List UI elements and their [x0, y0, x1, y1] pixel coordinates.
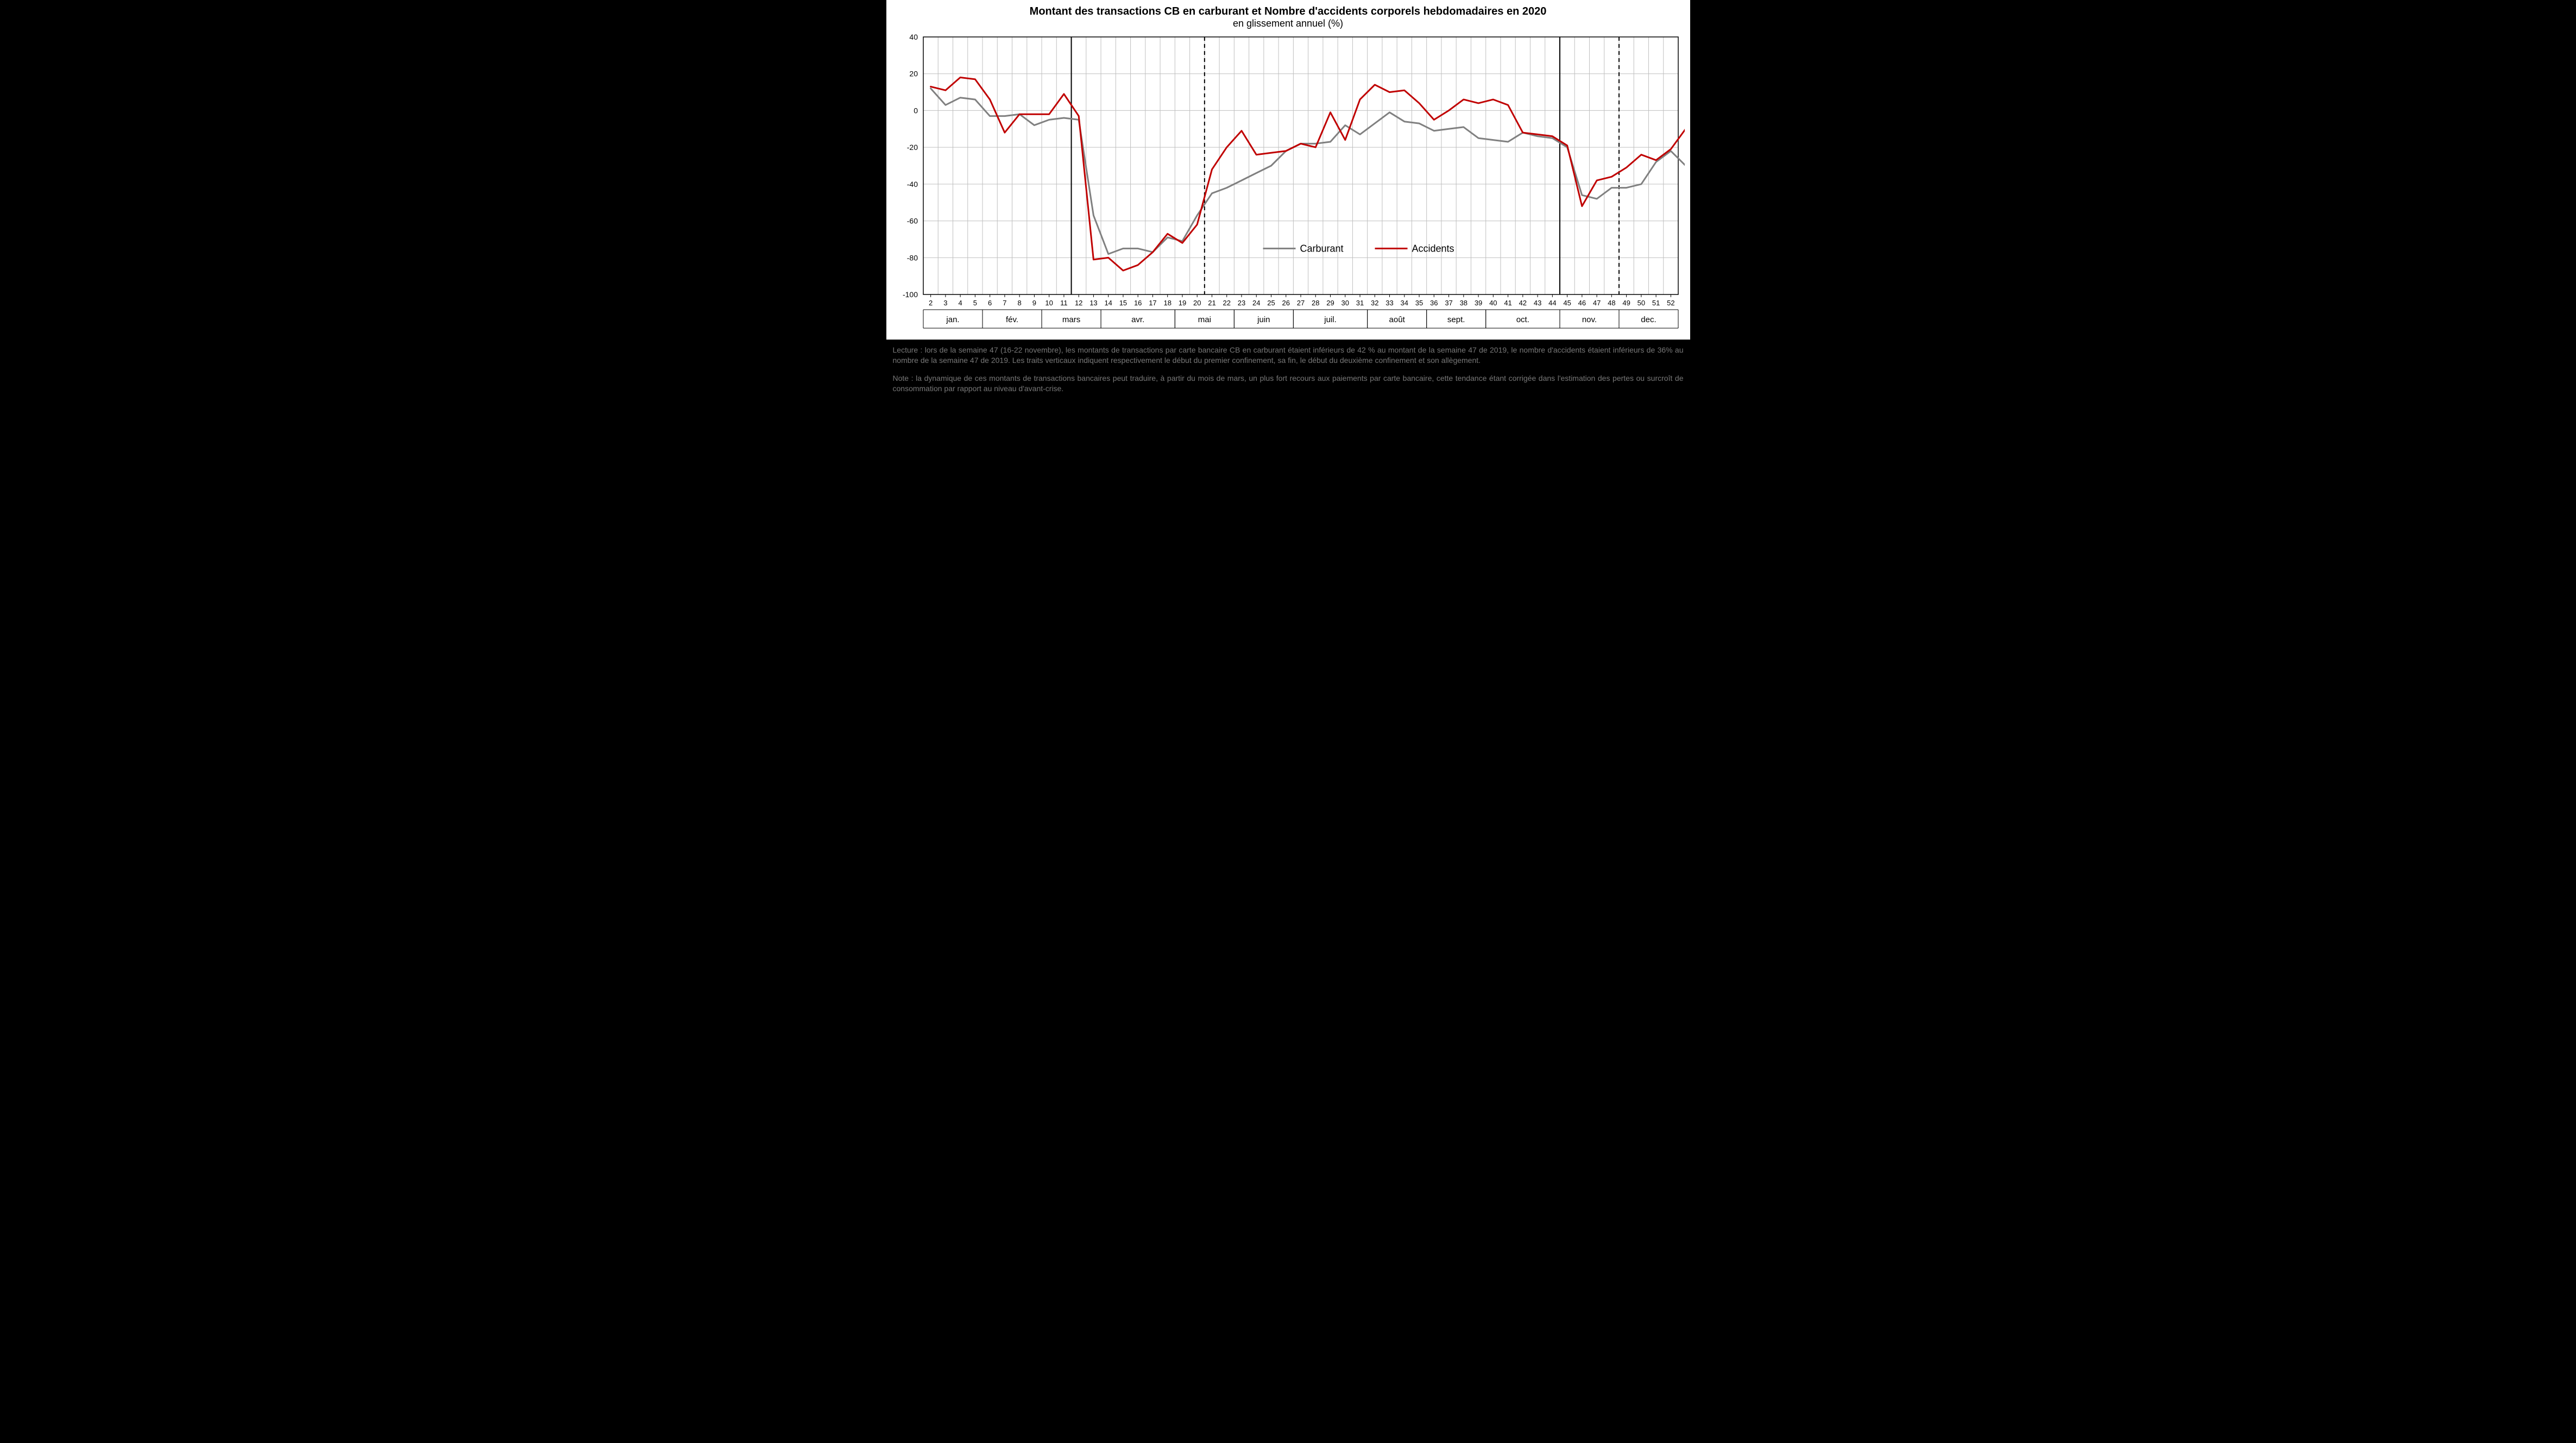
svg-text:11: 11 — [1060, 299, 1068, 307]
svg-text:-20: -20 — [906, 143, 917, 152]
svg-text:-60: -60 — [906, 217, 917, 225]
svg-text:41: 41 — [1504, 299, 1511, 307]
caption-lecture: Lecture : lors de la semaine 47 (16-22 n… — [886, 340, 1690, 373]
svg-text:25: 25 — [1267, 299, 1275, 307]
svg-text:16: 16 — [1133, 299, 1141, 307]
svg-text:2: 2 — [929, 299, 933, 307]
svg-text:Carburant: Carburant — [1300, 243, 1343, 254]
svg-text:34: 34 — [1400, 299, 1408, 307]
svg-text:47: 47 — [1592, 299, 1600, 307]
svg-text:27: 27 — [1296, 299, 1304, 307]
svg-text:36: 36 — [1430, 299, 1438, 307]
svg-text:jan.: jan. — [946, 315, 959, 324]
svg-text:dec.: dec. — [1641, 315, 1656, 324]
svg-text:49: 49 — [1622, 299, 1630, 307]
svg-text:19: 19 — [1178, 299, 1186, 307]
svg-text:-100: -100 — [902, 290, 917, 299]
svg-text:45: 45 — [1563, 299, 1571, 307]
svg-text:26: 26 — [1282, 299, 1289, 307]
svg-text:3: 3 — [943, 299, 947, 307]
svg-text:24: 24 — [1252, 299, 1260, 307]
svg-text:10: 10 — [1045, 299, 1053, 307]
svg-text:nov.: nov. — [1582, 315, 1596, 324]
svg-text:23: 23 — [1237, 299, 1245, 307]
svg-text:33: 33 — [1385, 299, 1393, 307]
svg-text:mai: mai — [1198, 315, 1211, 324]
svg-text:6: 6 — [988, 299, 992, 307]
svg-text:21: 21 — [1208, 299, 1215, 307]
svg-text:oct.: oct. — [1516, 315, 1529, 324]
svg-text:14: 14 — [1104, 299, 1112, 307]
svg-text:31: 31 — [1356, 299, 1363, 307]
svg-text:0: 0 — [914, 106, 918, 115]
chart-subtitle: en glissement annuel (%) — [892, 18, 1685, 29]
svg-text:40: 40 — [909, 33, 918, 41]
chart-title: Montant des transactions CB en carburant… — [892, 5, 1685, 18]
svg-text:18: 18 — [1163, 299, 1171, 307]
line-chart: -100-80-60-40-20020402345678910111213141… — [892, 33, 1685, 337]
svg-text:20: 20 — [909, 70, 918, 78]
svg-text:22: 22 — [1223, 299, 1230, 307]
svg-text:52: 52 — [1667, 299, 1674, 307]
svg-text:32: 32 — [1371, 299, 1378, 307]
svg-text:42: 42 — [1519, 299, 1526, 307]
svg-text:août: août — [1389, 315, 1405, 324]
svg-text:13: 13 — [1089, 299, 1097, 307]
svg-text:20: 20 — [1193, 299, 1200, 307]
svg-text:fév.: fév. — [1005, 315, 1018, 324]
svg-text:4: 4 — [958, 299, 962, 307]
svg-text:35: 35 — [1415, 299, 1422, 307]
svg-text:43: 43 — [1533, 299, 1541, 307]
svg-text:38: 38 — [1459, 299, 1467, 307]
svg-text:40: 40 — [1489, 299, 1497, 307]
svg-text:Accidents: Accidents — [1412, 243, 1454, 254]
svg-text:8: 8 — [1017, 299, 1021, 307]
svg-text:juin: juin — [1257, 315, 1270, 324]
svg-text:sept.: sept. — [1447, 315, 1465, 324]
svg-text:50: 50 — [1637, 299, 1645, 307]
svg-text:28: 28 — [1312, 299, 1319, 307]
svg-text:12: 12 — [1074, 299, 1082, 307]
svg-text:39: 39 — [1474, 299, 1482, 307]
svg-text:37: 37 — [1445, 299, 1452, 307]
svg-text:avr.: avr. — [1131, 315, 1144, 324]
svg-text:-40: -40 — [906, 180, 917, 189]
svg-text:30: 30 — [1341, 299, 1349, 307]
svg-text:-80: -80 — [906, 253, 917, 262]
svg-text:5: 5 — [973, 299, 977, 307]
svg-text:15: 15 — [1119, 299, 1126, 307]
caption-note: Note : la dynamique de ces montants de t… — [886, 373, 1690, 401]
svg-text:48: 48 — [1608, 299, 1615, 307]
svg-text:7: 7 — [1003, 299, 1006, 307]
svg-text:mars: mars — [1062, 315, 1080, 324]
svg-text:9: 9 — [1032, 299, 1036, 307]
svg-text:44: 44 — [1548, 299, 1556, 307]
svg-text:51: 51 — [1652, 299, 1659, 307]
svg-text:29: 29 — [1326, 299, 1334, 307]
svg-text:17: 17 — [1149, 299, 1156, 307]
svg-text:juil.: juil. — [1324, 315, 1337, 324]
svg-text:46: 46 — [1578, 299, 1585, 307]
